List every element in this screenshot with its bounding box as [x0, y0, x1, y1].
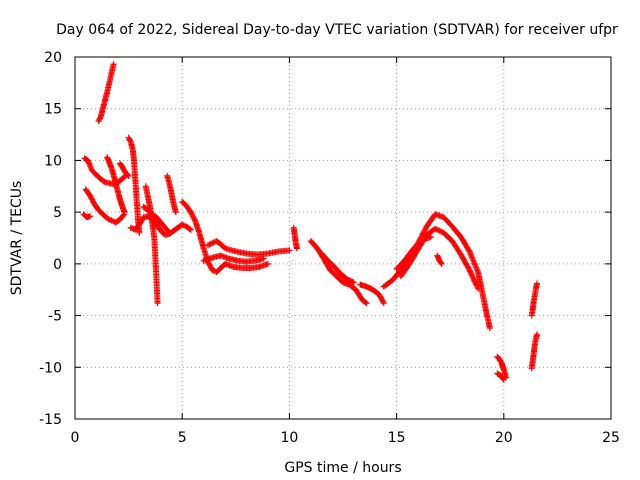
series-arc-b3 [142, 183, 161, 307]
y-tick-label: -5 [48, 309, 62, 325]
y-tick-label: -15 [39, 412, 62, 428]
marker-path [528, 280, 541, 319]
series-arc-c4 [357, 281, 387, 307]
x-tick-label: 10 [280, 430, 298, 446]
axis-ticks [74, 56, 612, 420]
series-arc-a3 [80, 211, 94, 221]
series-arc-d4 [434, 252, 445, 267]
y-tick-label: 10 [44, 153, 62, 169]
x-axis-label: GPS time / hours [284, 460, 401, 476]
series-arc-e1 [494, 353, 509, 381]
chart-title: Day 064 of 2022, Sidereal Day-to-day VTE… [56, 22, 618, 38]
marker-path [494, 353, 509, 381]
series-arc-b5 [179, 198, 271, 276]
series-arc-a6 [117, 160, 132, 179]
series-arc-a5 [104, 154, 128, 216]
series-arc-d3 [393, 233, 434, 272]
marker-path [80, 211, 94, 221]
plot-frame [74, 56, 612, 420]
y-tick-label: -10 [39, 360, 62, 376]
marker-path [318, 250, 357, 286]
marker-path [82, 186, 128, 226]
marker-path [494, 370, 507, 383]
series-arc-c1 [290, 224, 300, 252]
marker-path [104, 154, 128, 216]
marker-path [200, 252, 267, 265]
x-tick-label: 0 [71, 430, 80, 446]
marker-path [164, 172, 179, 216]
y-tick-label: 20 [44, 50, 62, 66]
marker-path [204, 238, 293, 258]
marker-path [393, 233, 434, 272]
series-arc-a2 [82, 186, 128, 226]
x-tick-label: 25 [602, 430, 620, 446]
series-arc-e2 [494, 370, 507, 383]
series-arc-b6 [204, 238, 293, 258]
marker-path [434, 252, 445, 267]
marker-path [357, 281, 387, 307]
marker-path [290, 224, 300, 252]
y-axis-label: SDTVAR / TECUs [9, 181, 25, 296]
x-tick-label: 20 [495, 430, 513, 446]
y-tick-label: 5 [53, 205, 62, 221]
x-tick-label: 15 [388, 430, 406, 446]
marker-path [142, 183, 161, 307]
x-tick-labels: 0 5 10 15 20 25 [71, 430, 620, 446]
series-arc-f1 [528, 280, 541, 319]
series-arc-a4 [95, 61, 117, 125]
marker-path [95, 61, 117, 125]
series-arc-b7 [200, 252, 267, 265]
marker-path [528, 331, 541, 372]
y-tick-labels: -15 -10 -5 0 5 10 15 20 [39, 50, 62, 428]
series-arc-b4 [164, 172, 179, 216]
x-tick-label: 5 [178, 430, 187, 446]
data-markers [80, 61, 541, 383]
series-arc-f2 [528, 331, 541, 372]
marker-path [117, 160, 132, 179]
y-tick-label: 15 [44, 102, 62, 118]
grid-lines [75, 57, 611, 419]
series-arc-c3 [318, 250, 357, 286]
marker-path [179, 198, 271, 276]
y-tick-label: 0 [53, 257, 62, 273]
